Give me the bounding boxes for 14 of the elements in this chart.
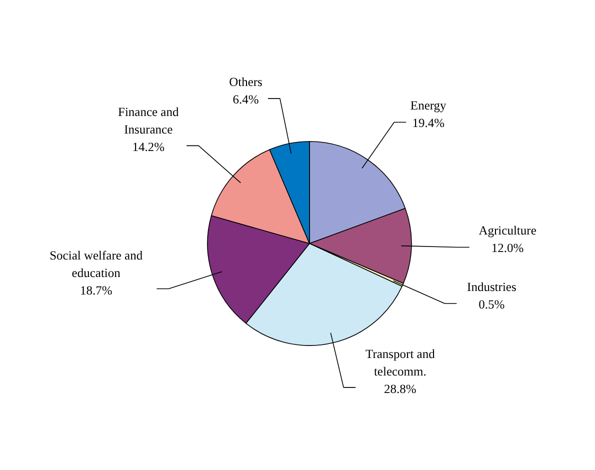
data-label: 14.2%: [132, 140, 165, 154]
slice-label: Energy: [410, 98, 448, 112]
slice-label: Transport and telecomm.: [366, 346, 436, 378]
slice-label: Others: [229, 74, 263, 89]
slice-label: Finance and Insurance: [118, 105, 180, 137]
data-label: 18.7%: [80, 283, 112, 298]
slice-label: Industries: [467, 280, 516, 294]
data-label: 12.0%: [491, 240, 524, 255]
data-label: 6.4%: [232, 92, 259, 106]
slice-label: Social welfare and education: [50, 248, 144, 280]
slice-label: Agriculture: [478, 223, 537, 238]
data-label: 19.4%: [412, 116, 445, 130]
data-label: 28.8%: [384, 382, 416, 396]
data-label: 0.5%: [478, 297, 505, 312]
